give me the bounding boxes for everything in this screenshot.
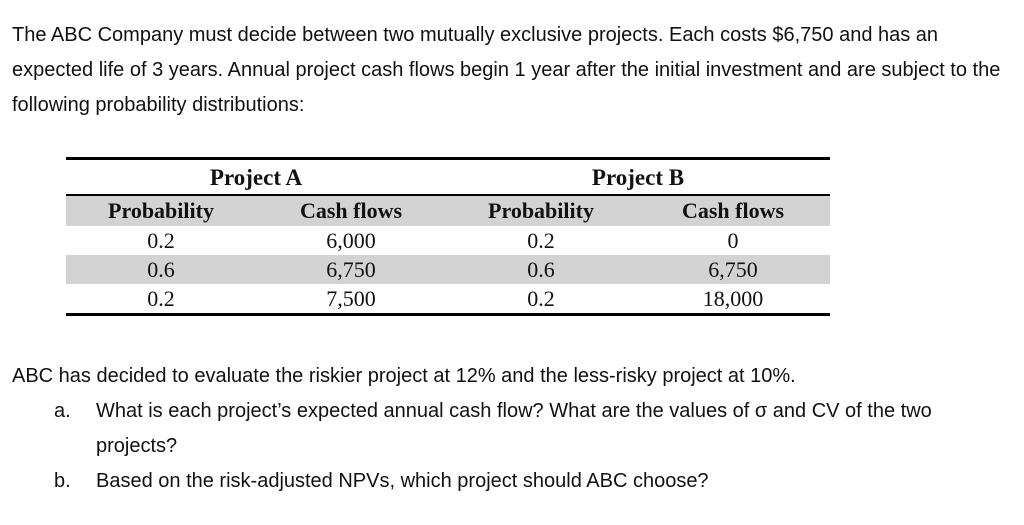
question-a: a. What is each project’s expected annua…: [12, 394, 1012, 464]
question-letter: b.: [54, 470, 71, 492]
table-cell: 6,750: [708, 256, 758, 282]
table-group-header: Project A Project B: [66, 160, 830, 194]
question-b: b. Based on the risk-adjusted NPVs, whic…: [12, 464, 1012, 499]
table-cell: 6,000: [326, 227, 376, 253]
table-cell: 0.6: [147, 256, 175, 282]
statement-text: ABC has decided to evaluate the riskier …: [12, 365, 796, 387]
table-cell: 0.2: [147, 227, 175, 253]
project-a-heading: Project A: [209, 165, 303, 190]
intro-paragraph: The ABC Company must decide between two …: [12, 24, 1001, 116]
col-header-cashflows-b: Cash flows: [681, 198, 785, 223]
col-header-probability-b: Probability: [488, 198, 594, 223]
question-text: Based on the risk-adjusted NPVs, which p…: [96, 470, 709, 492]
table-cell: 0.2: [527, 285, 555, 311]
question-letter: a.: [54, 400, 71, 422]
table-cell: 18,000: [702, 285, 764, 311]
table-row: 0.6 6,750 0.6 6,750: [66, 255, 830, 284]
project-b-heading: Project B: [591, 165, 685, 190]
table-cell: 0.6: [527, 256, 555, 282]
table-top-rule: [66, 157, 830, 160]
table-row: 0.2 6,000 0.2 0: [66, 226, 830, 255]
table-bottom-rule: [66, 313, 830, 316]
table-cell: 7,500: [326, 285, 376, 311]
table-cell: 0: [727, 227, 739, 253]
probability-table: Project A Project B Probability Cash flo…: [66, 157, 830, 316]
col-header-cashflows-a: Cash flows: [299, 198, 403, 223]
table-cell: 6,750: [326, 256, 376, 282]
col-header-probability-a: Probability: [108, 198, 214, 223]
table-cell: 0.2: [147, 285, 175, 311]
table-column-header: Probability Cash flows Probability Cash …: [66, 196, 830, 226]
table-mid-rule: [66, 194, 830, 196]
question-section: ABC has decided to evaluate the riskier …: [12, 359, 1012, 499]
table-cell: 0.2: [527, 227, 555, 253]
table-row: 0.2 7,500 0.2 18,000: [66, 284, 830, 313]
question-text: What is each project’s expected annual c…: [96, 400, 932, 457]
